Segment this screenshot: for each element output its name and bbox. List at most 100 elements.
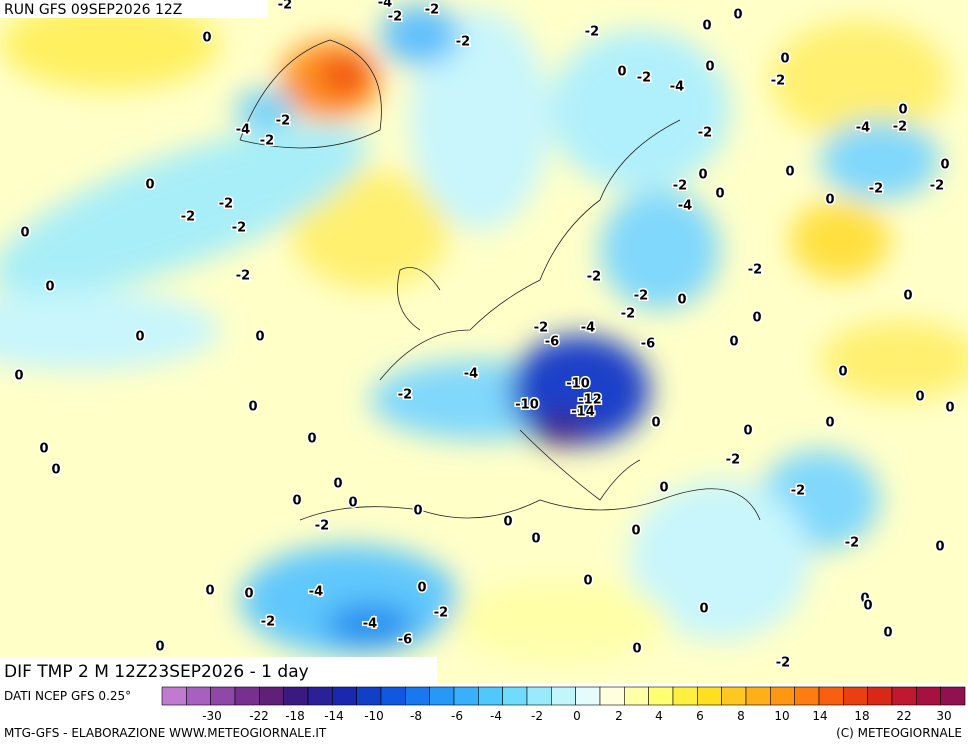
colorbar-tick-label: -30: [202, 709, 222, 723]
map-title: DIF TMP 2 M 12Z23SEP2026 - 1 day: [4, 662, 309, 682]
contour-label: 0: [135, 330, 144, 345]
contour-label: -4: [309, 585, 323, 600]
contour-label: 0: [307, 432, 316, 447]
contour-label: 0: [248, 400, 257, 415]
contour-label: -2: [673, 179, 687, 194]
contour-label: -2: [698, 126, 712, 141]
contour-label: -2: [637, 71, 651, 86]
colorbar-swatch: [380, 686, 406, 706]
colorbar-swatch: [551, 686, 576, 706]
colorbar-tick-label: -6: [451, 709, 463, 723]
colorbar-swatch: [575, 686, 601, 706]
contour-label: 0: [825, 416, 834, 431]
contour-label: 0: [883, 626, 892, 641]
colorbar-swatch: [356, 686, 382, 706]
colorbar-swatch: [745, 686, 771, 706]
contour-label: 0: [51, 463, 60, 478]
colorbar-tick-label: -14: [324, 709, 344, 723]
colorbar-tick-label: 10: [774, 709, 789, 723]
contour-label: -2: [869, 182, 883, 197]
contour-label: 0: [860, 592, 869, 607]
contour-label: -2: [276, 114, 290, 129]
header-box: [0, 0, 268, 18]
title-box: [0, 657, 437, 683]
contour-labels: -2 -4-2 -2-20-4-2-2-20 -2-40000-2-20-2-2-20…: [13, 0, 956, 672]
contour-label: 0: [733, 8, 742, 23]
contour-label: -2: [278, 0, 292, 13]
contour-label: -2: [726, 453, 740, 468]
colorbar-tick-label: 0: [573, 709, 581, 723]
contour-label: 0: [945, 401, 954, 416]
colorbar-swatch: [161, 686, 187, 706]
contour-label: -6: [398, 633, 412, 648]
colorbar-swatch: [940, 686, 966, 706]
contour-label: 0: [202, 31, 211, 46]
colorbar-swatch: [843, 686, 868, 706]
colorbar-tick-label: 14: [812, 709, 827, 723]
contour-label: -2: [388, 10, 402, 25]
contour-label: 0: [702, 19, 711, 34]
contour-label: -2: [456, 35, 470, 50]
colorbar-tick-label: -10: [364, 709, 384, 723]
contour-label: 0: [292, 494, 301, 509]
contour-label: 0: [417, 581, 426, 596]
colorbar-tick-label: 6: [696, 709, 704, 723]
contour-label: -2: [585, 25, 599, 40]
contour-label: 0: [903, 289, 912, 304]
contour-label: -6: [545, 335, 559, 350]
colorbar-swatch: [259, 686, 284, 706]
contour-label: 0: [651, 416, 660, 431]
colorbar-swatch: [234, 686, 260, 706]
colorbar-swatch: [526, 686, 552, 706]
colorbar-swatch: [794, 686, 820, 706]
contour-label: -4: [378, 0, 392, 11]
colorbar-swatch: [818, 686, 844, 706]
colorbar-swatch: [721, 686, 747, 706]
colorbar-tick-label: 30: [936, 709, 951, 723]
contour-label: -6: [641, 337, 655, 352]
colorbar-tick-label: -22: [249, 709, 269, 723]
contour-label: 0: [632, 642, 641, 657]
contour-label: -4: [856, 121, 870, 136]
contour-label: 0: [915, 390, 924, 405]
contour-label: 0: [413, 504, 422, 519]
contour-label: 0: [145, 178, 154, 193]
contour-label: -2: [791, 484, 805, 499]
colorbar: -30 -22 -18 -14 -10 -8 -6 -4 -2 0 2 4 6 8 10 14 18 22 30: [161, 686, 966, 723]
colorbar-swatch: [672, 686, 698, 706]
contour-label: 0: [45, 280, 54, 295]
contour-label: -2: [893, 120, 907, 135]
colorbar-swatch: [429, 686, 455, 706]
colorbar-tick-label: -2: [531, 709, 543, 723]
contour-label: -2: [260, 134, 274, 149]
contour-label: -2: [315, 519, 329, 534]
contour-label: 0: [780, 52, 789, 67]
footer-left: MTG-GFS - ELABORAZIONE WWW.METEOGIORNALE…: [4, 726, 327, 740]
contour-label: 0: [940, 158, 949, 173]
colorbar-tick-label: 8: [737, 709, 745, 723]
colorbar-swatch: [210, 686, 236, 706]
contour-label: 0: [715, 187, 724, 202]
contour-label: 0: [244, 587, 253, 602]
contour-label: -12: [578, 393, 602, 408]
contour-label: -2: [771, 74, 785, 89]
colorbar-swatch: [332, 686, 357, 706]
contour-label: -2: [748, 263, 762, 278]
contour-label: -2: [634, 289, 648, 304]
contour-label: -10: [515, 398, 539, 413]
colorbar-swatch: [648, 686, 674, 706]
contour-label: 0: [863, 599, 872, 614]
contour-label: 0: [729, 335, 738, 350]
contour-label: 0: [255, 330, 264, 345]
contour-label: -2: [236, 269, 250, 284]
colorbar-swatch: [599, 686, 625, 706]
colorbar-tick-label: -18: [285, 709, 305, 723]
colorbar-swatch: [453, 686, 479, 706]
contour-label: -2: [261, 615, 275, 630]
contour-label: -2: [534, 321, 548, 336]
contour-label: 0: [743, 424, 752, 439]
colorbar-swatch: [307, 686, 333, 706]
contour-label: 0: [583, 574, 592, 589]
